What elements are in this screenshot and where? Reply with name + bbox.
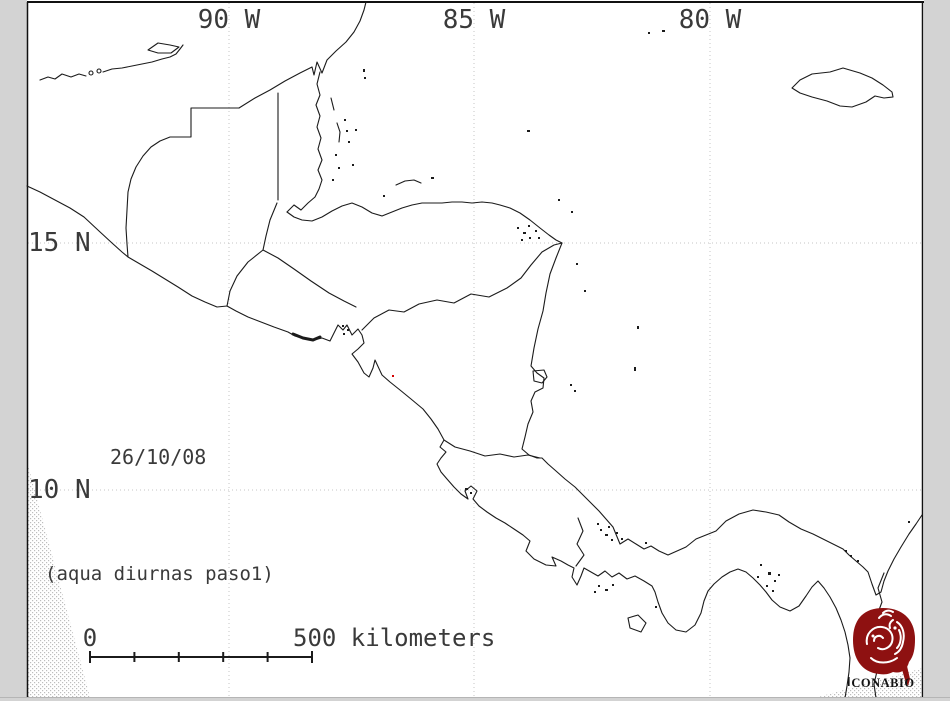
scale-bar (89, 651, 313, 663)
axis-label-15n: 15 N (28, 228, 91, 258)
date-annotation: 26/10/08 (110, 445, 207, 469)
dataset-annotation: (aqua diurnas paso1) (45, 563, 274, 585)
axis-label-80w: 80 W (678, 5, 742, 35)
conabio-logo (848, 608, 915, 686)
red-pixel-artifact (392, 375, 394, 377)
axis-label-85w: 85 W (442, 5, 506, 35)
axis-label-90w: 90 W (197, 5, 261, 35)
axis-label-10n: 10 N (28, 475, 91, 505)
scale-end-label: 500 kilometers (293, 624, 496, 652)
conabio-caption: CONABIO (851, 676, 915, 690)
island-specks (332, 30, 910, 608)
graticule-gridlines (28, 3, 922, 697)
map-frame (26, 1, 924, 700)
scale-zero-label: 0 (82, 624, 98, 652)
coastlines (26, 1, 923, 699)
bottom-window-edge (0, 697, 950, 701)
stipple-regions (28, 465, 923, 697)
